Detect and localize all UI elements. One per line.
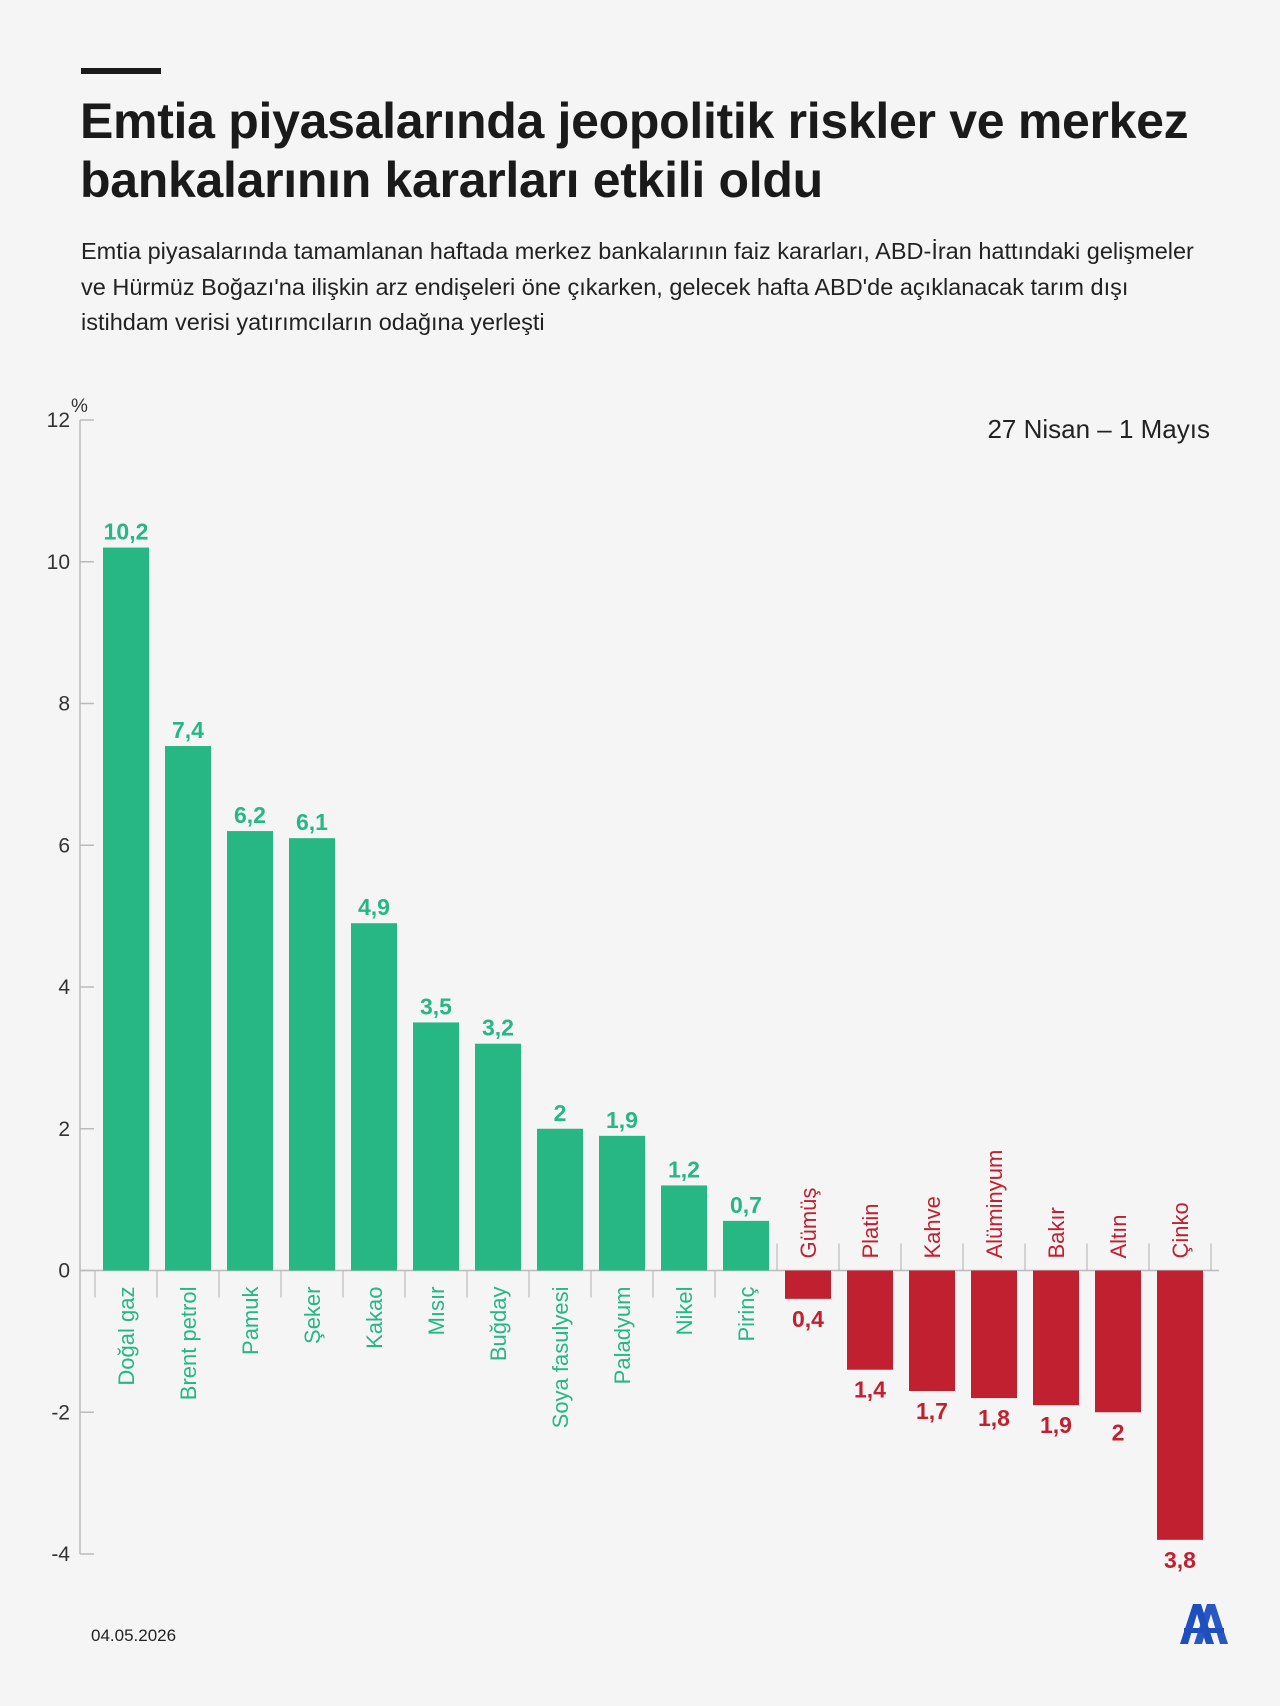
bar (1095, 1270, 1141, 1413)
aa-logo (1176, 1598, 1230, 1646)
bar-value-label: 4,9 (358, 894, 390, 920)
bar (165, 746, 211, 1271)
category-label: Şeker (300, 1287, 325, 1344)
bar-value-label: 2 (1112, 1419, 1125, 1445)
bar-value-label: 7,4 (172, 717, 204, 743)
bars-layer (103, 547, 1203, 1540)
bar (351, 923, 397, 1271)
bar-value-label: 1,2 (668, 1156, 700, 1182)
bar-value-label: 3,2 (482, 1015, 514, 1041)
bar (1033, 1270, 1079, 1406)
date-range: 27 Nisan – 1 Mayıs (987, 414, 1210, 444)
bar (227, 831, 273, 1271)
bar (661, 1185, 707, 1271)
y-tick-label: 10 (47, 551, 70, 574)
category-label: Kahve (920, 1196, 945, 1258)
y-tick-label: 2 (58, 1118, 70, 1141)
footer-date: 04.05.2026 (91, 1626, 177, 1645)
bar-value-label: 6,2 (234, 802, 266, 828)
y-tick-label: 8 (58, 693, 70, 716)
bar (847, 1270, 893, 1370)
bar (103, 547, 149, 1271)
category-label: Platin (858, 1203, 883, 1258)
bar-value-label: 1,7 (916, 1398, 948, 1424)
page-title: Emtia piyasalarında jeopolitik riskler v… (80, 93, 1189, 208)
top-rule (81, 68, 161, 74)
bar-value-label: 1,4 (854, 1377, 886, 1403)
category-label: Bakır (1044, 1207, 1069, 1258)
y-tick-label: -2 (51, 1401, 70, 1424)
y-tick-label: 6 (58, 834, 70, 857)
category-label: Altın (1106, 1214, 1131, 1258)
bar (537, 1128, 583, 1271)
bar-value-label: 1,9 (1040, 1412, 1072, 1438)
y-tick-label: 0 (58, 1260, 70, 1283)
category-label: Soya fasulyesi (548, 1287, 573, 1429)
bar (909, 1270, 955, 1391)
bar (289, 838, 335, 1271)
y-tick-label: 4 (58, 976, 70, 999)
category-label: Nikel (672, 1287, 697, 1336)
y-unit-label: % (71, 396, 88, 417)
category-label: Gümüş (796, 1188, 821, 1259)
bar-value-label: 0,7 (730, 1192, 762, 1218)
category-label: Mısır (424, 1287, 449, 1336)
bar-value-label: 2 (554, 1100, 567, 1126)
category-label: Kakao (362, 1287, 387, 1349)
bar (1157, 1270, 1203, 1540)
y-tick-label: 12 (47, 409, 70, 432)
axis-layer: -4 -2 0 2 4 6 8 10 12% (47, 396, 1219, 1566)
bar-value-label: 0,4 (792, 1306, 824, 1332)
category-label: Buğday (486, 1287, 511, 1362)
bar (475, 1043, 521, 1271)
category-label: Pamuk (238, 1286, 263, 1355)
labels-layer: 10,2 Doğal gaz 7,4 Brent petrol 6,2 Pamuk 6,1 Ş… (104, 519, 1197, 1573)
category-label: Pirinç (734, 1287, 759, 1342)
y-tick-label: -4 (51, 1543, 70, 1566)
bar-value-label: 1,8 (978, 1405, 1010, 1431)
category-label: Paladyum (610, 1287, 635, 1385)
category-label: Alüminyum (982, 1150, 1007, 1259)
category-label: Brent petrol (176, 1287, 201, 1401)
bar (971, 1270, 1017, 1399)
bar (785, 1270, 831, 1299)
category-label: Doğal gaz (114, 1287, 139, 1386)
bar (413, 1022, 459, 1271)
bar-value-label: 6,1 (296, 809, 328, 835)
bar-value-label: 1,9 (606, 1107, 638, 1133)
bar-value-label: 10,2 (104, 519, 149, 545)
page-subtitle: Emtia piyasalarında tamamlanan haftada m… (81, 238, 1194, 335)
category-label: Çinko (1168, 1202, 1193, 1258)
bar (723, 1220, 769, 1271)
bar-value-label: 3,8 (1164, 1547, 1196, 1573)
bar-value-label: 3,5 (420, 993, 452, 1019)
bar (599, 1135, 645, 1271)
